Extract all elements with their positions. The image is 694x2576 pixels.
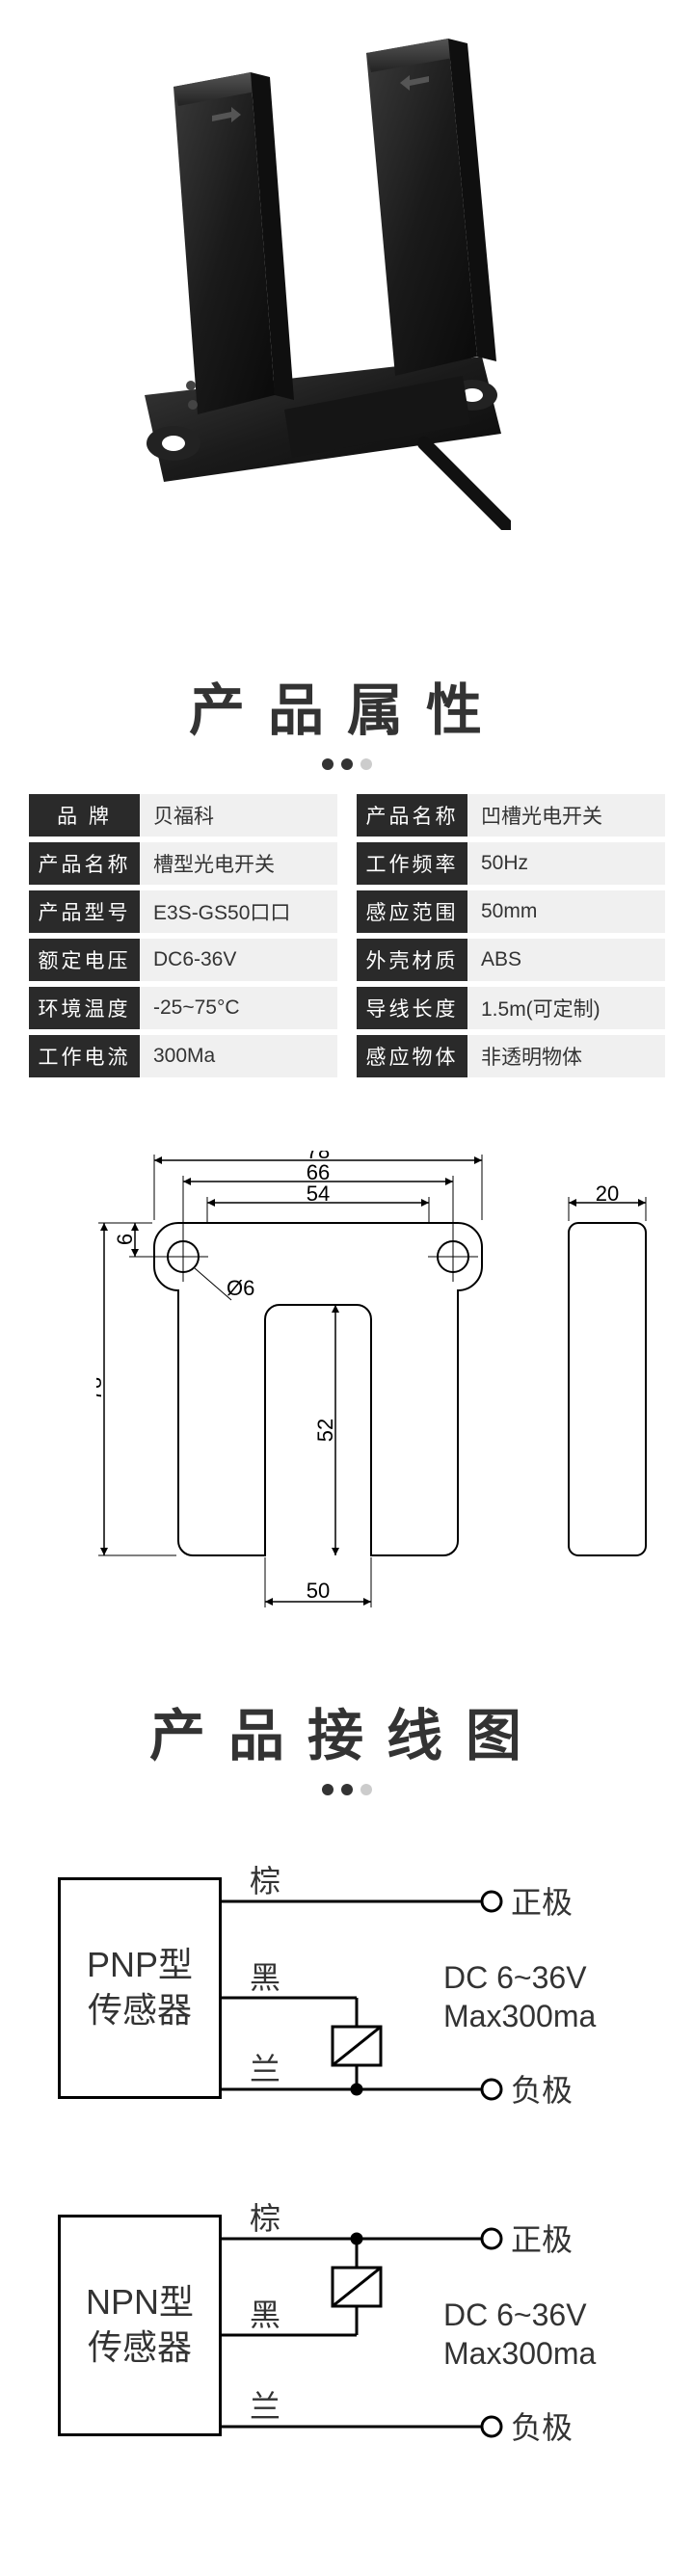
svg-text:兰: 兰 <box>250 2052 280 2086</box>
pnp-wiring: PNP型 传感器 棕 正极 黑 DC 6~36V Max300ma 兰 负极 <box>58 1839 636 2147</box>
product-photo <box>0 0 694 646</box>
wiring-diagrams: PNP型 传感器 棕 正极 黑 DC 6~36V Max300ma 兰 负极 <box>0 1819 694 2552</box>
dots-indicator <box>0 1783 694 1800</box>
svg-text:Ø6: Ø6 <box>227 1276 254 1300</box>
spec-row: 品 牌贝福科 <box>29 794 337 837</box>
spec-row: 工作频率50Hz <box>357 842 665 885</box>
svg-text:黑: 黑 <box>250 2297 280 2332</box>
svg-text:棕: 棕 <box>250 1864 280 1899</box>
spec-label: 导线长度 <box>357 987 467 1029</box>
spec-label: 工作电流 <box>29 1035 140 1077</box>
svg-text:DC 6~36V: DC 6~36V <box>443 2297 587 2332</box>
spec-value: 非透明物体 <box>467 1035 665 1077</box>
sensor-illustration <box>125 29 511 530</box>
spec-row: 导线长度1.5m(可定制) <box>357 987 665 1029</box>
wiring-heading: 产品接线图 <box>0 1690 694 1771</box>
svg-text:Max300ma: Max300ma <box>443 2336 597 2371</box>
spec-value: 贝福科 <box>140 794 337 837</box>
spec-row: 产品名称凹槽光电开关 <box>357 794 665 837</box>
svg-text:兰: 兰 <box>250 2389 280 2424</box>
svg-text:正极: 正极 <box>511 1885 573 1920</box>
spec-row: 外壳材质ABS <box>357 939 665 981</box>
spec-label: 产品名称 <box>357 794 467 837</box>
svg-text:Max300ma: Max300ma <box>443 1999 597 2033</box>
dots-indicator <box>0 757 694 775</box>
spec-label: 感应范围 <box>357 890 467 933</box>
spec-value: ABS <box>467 939 665 981</box>
svg-text:正极: 正极 <box>511 2222 573 2257</box>
svg-text:棕: 棕 <box>250 2201 280 2236</box>
spec-row: 环境温度-25~75°C <box>29 987 337 1029</box>
npn-wiring: NPN型 传感器 棕 正极 黑 DC 6~36V Max300ma 兰 负极 <box>58 2176 636 2484</box>
spec-row: 产品型号E3S-GS50口口 <box>29 890 337 933</box>
spec-value: -25~75°C <box>140 987 337 1029</box>
spec-value: E3S-GS50口口 <box>140 890 337 933</box>
svg-text:52: 52 <box>313 1419 337 1442</box>
spec-value: 1.5m(可定制) <box>467 987 665 1029</box>
spec-value: DC6-36V <box>140 939 337 981</box>
spec-label: 感应物体 <box>357 1035 467 1077</box>
spec-label: 外壳材质 <box>357 939 467 981</box>
spec-label: 工作频率 <box>357 842 467 885</box>
svg-text:78: 78 <box>96 1377 106 1400</box>
spec-value: 50mm <box>467 890 665 933</box>
svg-text:50: 50 <box>307 1579 330 1603</box>
spec-value: 凹槽光电开关 <box>467 794 665 837</box>
spec-row: 额定电压DC6-36V <box>29 939 337 981</box>
svg-text:54: 54 <box>307 1182 330 1206</box>
spec-value: 300Ma <box>140 1035 337 1077</box>
spec-label: 环境温度 <box>29 987 140 1029</box>
specs-table: 品 牌贝福科产品名称槽型光电开关产品型号E3S-GS50口口额定电压DC6-36… <box>0 794 694 1083</box>
spec-label: 额定电压 <box>29 939 140 981</box>
specs-left-col: 品 牌贝福科产品名称槽型光电开关产品型号E3S-GS50口口额定电压DC6-36… <box>29 794 337 1083</box>
spec-value: 槽型光电开关 <box>140 842 337 885</box>
spec-label: 品 牌 <box>29 794 140 837</box>
spec-row: 感应物体非透明物体 <box>357 1035 665 1077</box>
specs-right-col: 产品名称凹槽光电开关工作频率50Hz感应范围50mm外壳材质ABS导线长度1.5… <box>357 794 665 1083</box>
spec-row: 产品名称槽型光电开关 <box>29 842 337 885</box>
svg-text:黑: 黑 <box>250 1960 280 1995</box>
spec-label: 产品名称 <box>29 842 140 885</box>
svg-text:20: 20 <box>596 1182 619 1206</box>
svg-text:DC 6~36V: DC 6~36V <box>443 1960 587 1995</box>
svg-text:负极: 负极 <box>511 2073 573 2108</box>
dimensional-drawing: Ø6 78 66 54 78 6 52 <box>0 1122 694 1671</box>
spec-row: 感应范围50mm <box>357 890 665 933</box>
spec-row: 工作电流300Ma <box>29 1035 337 1077</box>
svg-text:负极: 负极 <box>511 2410 573 2445</box>
specs-heading: 产品属性 <box>0 665 694 746</box>
spec-value: 50Hz <box>467 842 665 885</box>
spec-label: 产品型号 <box>29 890 140 933</box>
svg-text:6: 6 <box>113 1234 137 1245</box>
